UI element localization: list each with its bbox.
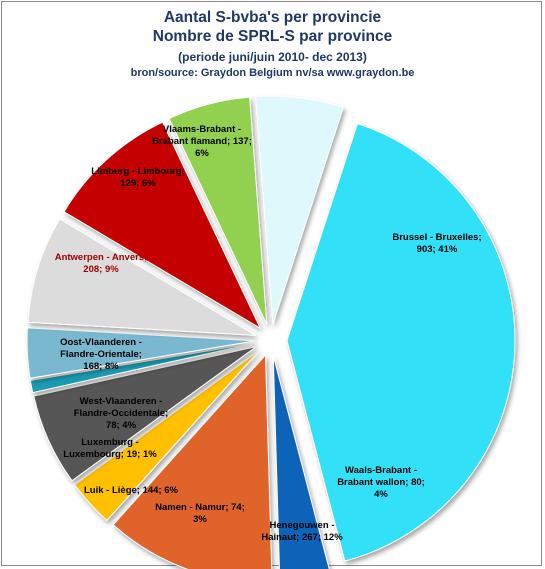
slice-label-7: Oost-Vlaanderen -Flandre-Orientale; 168; … [60,337,142,372]
slice-label-2: Henegouwen -Hainaut; 267; 12% [261,520,343,543]
chart-titles: Aantal S-bvba's per provincie Nombre de … [0,8,545,80]
pie-slice-10 [255,95,344,325]
pie-slice-6 [26,327,256,379]
pie-slices [26,95,516,569]
chart-subtitle: Nombre de SPRL-S par province [152,28,393,45]
slice-label-1: Waals-Brabant -Brabant wallon; 80; 4% [337,465,425,500]
slice-label-4: Luik - Liège; 144; 6% [84,485,179,496]
chart-title: Aantal S-bvba's per provincie [163,9,382,26]
pie-slice-5 [29,342,256,394]
chart-period: (periode juni/juin 2010- dec 2013) [178,50,367,64]
slice-label-8: Antwerpen - Anvers; 208; 9% [55,252,148,275]
pie-slice-3 [74,350,260,522]
slice-label-6: West-Vlaanderen -Flandre-Occidentale; 78;… [74,396,169,431]
pie-slice-9 [168,96,268,325]
slice-label-10: Vlaams-Brabant -Brabant flamand; 137; 6% [152,124,252,159]
slice-label-9: Limburg - Limbourg; 129; 6% [91,166,184,189]
pie-labels: Brussel - Bruxelles; 903; 41% Waals-Braban… [55,124,482,543]
pie-slice-1 [272,355,330,569]
slice-label-5: Luxemburg -Luxembourg; 19; 1% [63,437,157,460]
pie-slice-2 [112,353,273,569]
slice-label-0: Brussel - Bruxelles; 903; 41% [392,232,481,255]
pie-slice-4 [33,346,257,482]
slice-label-3: Namen - Namur; 74; 3% [155,502,245,525]
pie-slice-7 [27,218,256,336]
chart-source: bron/source: Graydon Belgium nv/sa www.g… [130,67,415,79]
pie-slice-0 [286,122,516,562]
pie-slice-8 [63,121,262,330]
